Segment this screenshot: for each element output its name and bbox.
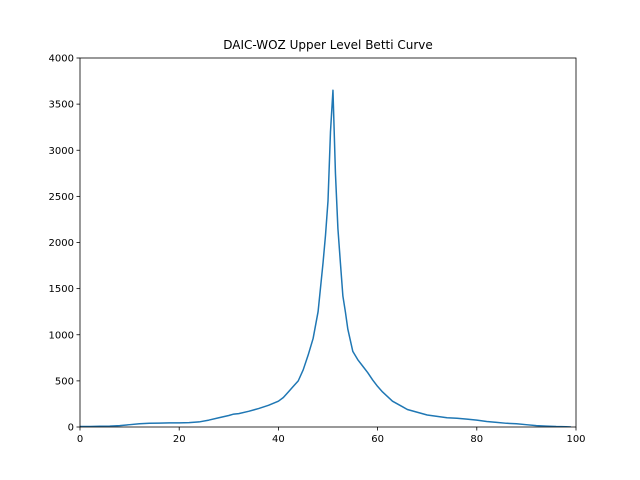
series-line-1 [80,89,572,427]
x-tick-label: 80 [470,434,483,445]
chart-title: DAIC-WOZ Upper Level Betti Curve [223,38,433,52]
x-tick-label: 40 [272,434,285,445]
y-tick-label: 4000 [49,54,74,65]
y-tick-label: 2000 [49,238,74,249]
y-tick-label: 500 [55,376,74,387]
y-tick-label: 3500 [49,100,74,111]
y-tick-label: 1500 [49,284,74,295]
x-tick-label: 20 [173,434,186,445]
axes: 0 20 40 60 80 1000500100015002000250030003500… [49,54,586,446]
plot-area [80,89,572,427]
y-tick-label: 3000 [49,146,74,157]
y-tick-label: 2500 [49,192,74,203]
x-tick-label: 100 [566,434,585,445]
y-tick-label: 1000 [49,330,74,341]
x-tick-label: 0 [77,434,83,445]
x-tick-label: 60 [371,434,384,445]
y-tick-label: 0 [68,423,74,434]
plot-frame [79,57,577,428]
